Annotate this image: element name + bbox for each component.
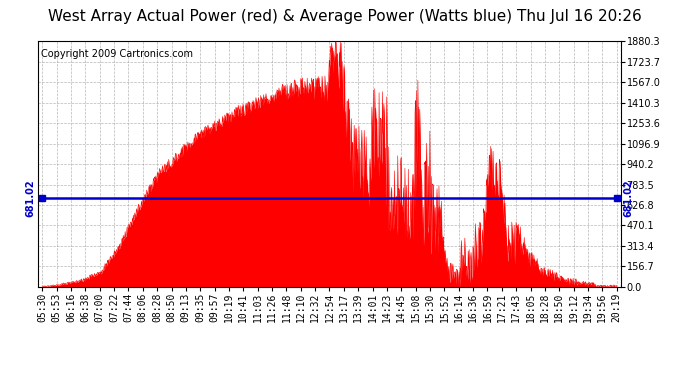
Text: 681.02: 681.02 — [624, 179, 634, 217]
Text: West Array Actual Power (red) & Average Power (Watts blue) Thu Jul 16 20:26: West Array Actual Power (red) & Average … — [48, 9, 642, 24]
Text: 681.02: 681.02 — [25, 179, 35, 217]
Text: Copyright 2009 Cartronics.com: Copyright 2009 Cartronics.com — [41, 49, 193, 58]
